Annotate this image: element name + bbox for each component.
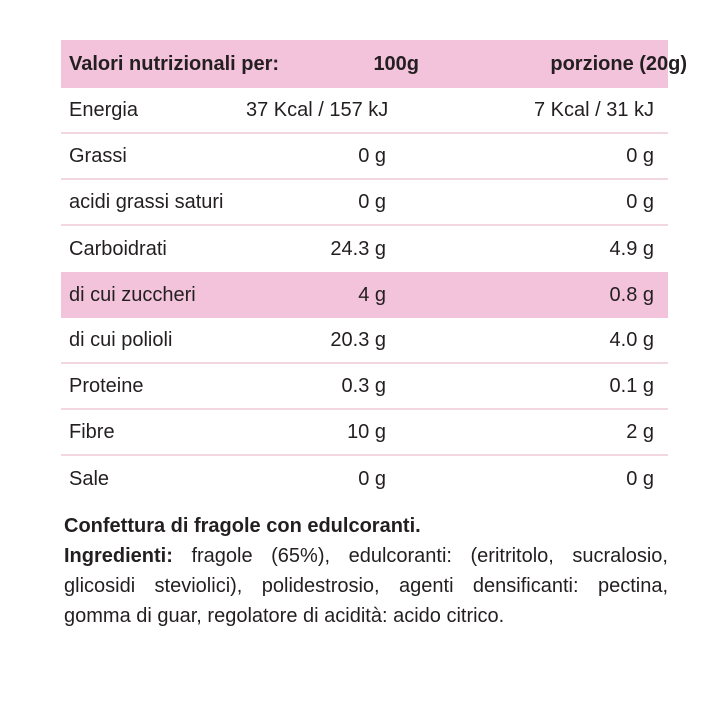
product-title: Confettura di fragole con edulcoranti. — [64, 515, 421, 537]
value-per-portion: 7 Kcal / 31 kJ — [533, 98, 654, 121]
row-label: Grassi — [69, 144, 127, 167]
header-per-portion: porzione (20g) — [550, 52, 688, 75]
table-row-energia: Energia 37 Kcal / 157 kJ 7 Kcal / 31 kJ — [61, 88, 668, 134]
value-per-portion: 0 g — [626, 190, 654, 213]
nutrition-table: Valori nutrizionali per: 100g porzione (… — [61, 40, 687, 502]
row-label: Proteine — [69, 374, 144, 397]
row-label: di cui zuccheri — [69, 283, 196, 306]
table-row-fibre: Fibre 10 g 2 g — [61, 410, 668, 456]
row-label: acidi grassi saturi — [69, 190, 224, 213]
value-per-100g: 0.3 g — [341, 374, 386, 397]
value-per-portion: 0.8 g — [609, 283, 654, 306]
table-header-row: Valori nutrizionali per: 100g porzione (… — [61, 40, 687, 88]
value-per-100g: 0 g — [358, 467, 386, 490]
value-per-100g: 24.3 g — [330, 237, 386, 260]
value-per-100g: 10 g — [347, 420, 386, 443]
table-row-acidi-grassi-saturi: acidi grassi saturi 0 g 0 g — [61, 180, 668, 226]
table-row-sale: Sale 0 g 0 g — [61, 456, 668, 502]
table-row-proteine: Proteine 0.3 g 0.1 g — [61, 364, 668, 410]
product-description: Confettura di fragole con edulcoranti. I… — [61, 511, 668, 631]
row-label: Fibre — [69, 420, 115, 443]
value-per-portion: 0 g — [626, 467, 654, 490]
row-label: Sale — [69, 467, 110, 490]
table-row-di-cui-polioli: di cui polioli 20.3 g 4.0 g — [61, 318, 668, 364]
header-values-per: Valori nutrizionali per: — [69, 52, 280, 75]
value-per-100g: 20.3 g — [330, 328, 386, 351]
value-per-portion: 2 g — [626, 420, 654, 443]
value-per-portion: 4.9 g — [609, 237, 654, 260]
value-per-100g: 0 g — [358, 190, 386, 213]
table-row-di-cui-zuccheri: di cui zuccheri 4 g 0.8 g — [61, 272, 668, 318]
value-per-100g: 4 g — [358, 283, 386, 306]
ingredients-paragraph: Ingredienti: fragole (65%), edulcoranti:… — [64, 541, 668, 631]
row-label: Energia — [69, 98, 138, 121]
header-per-100g: 100g — [373, 52, 420, 75]
value-per-100g: 0 g — [358, 144, 386, 167]
ingredients-label: Ingredienti: — [64, 545, 173, 567]
table-row-grassi: Grassi 0 g 0 g — [61, 134, 668, 180]
nutrition-label: Valori nutrizionali per: 100g porzione (… — [61, 40, 687, 631]
value-per-portion: 0.1 g — [609, 374, 654, 397]
ingredients-text: fragole (65%), edulcoranti: (eritritolo,… — [64, 545, 668, 627]
row-label: Carboidrati — [69, 237, 167, 260]
value-per-100g: 37 Kcal / 157 kJ — [246, 98, 389, 121]
value-per-portion: 0 g — [626, 144, 654, 167]
table-row-carboidrati: Carboidrati 24.3 g 4.9 g — [61, 226, 668, 272]
row-label: di cui polioli — [69, 328, 173, 351]
value-per-portion: 4.0 g — [609, 328, 654, 351]
